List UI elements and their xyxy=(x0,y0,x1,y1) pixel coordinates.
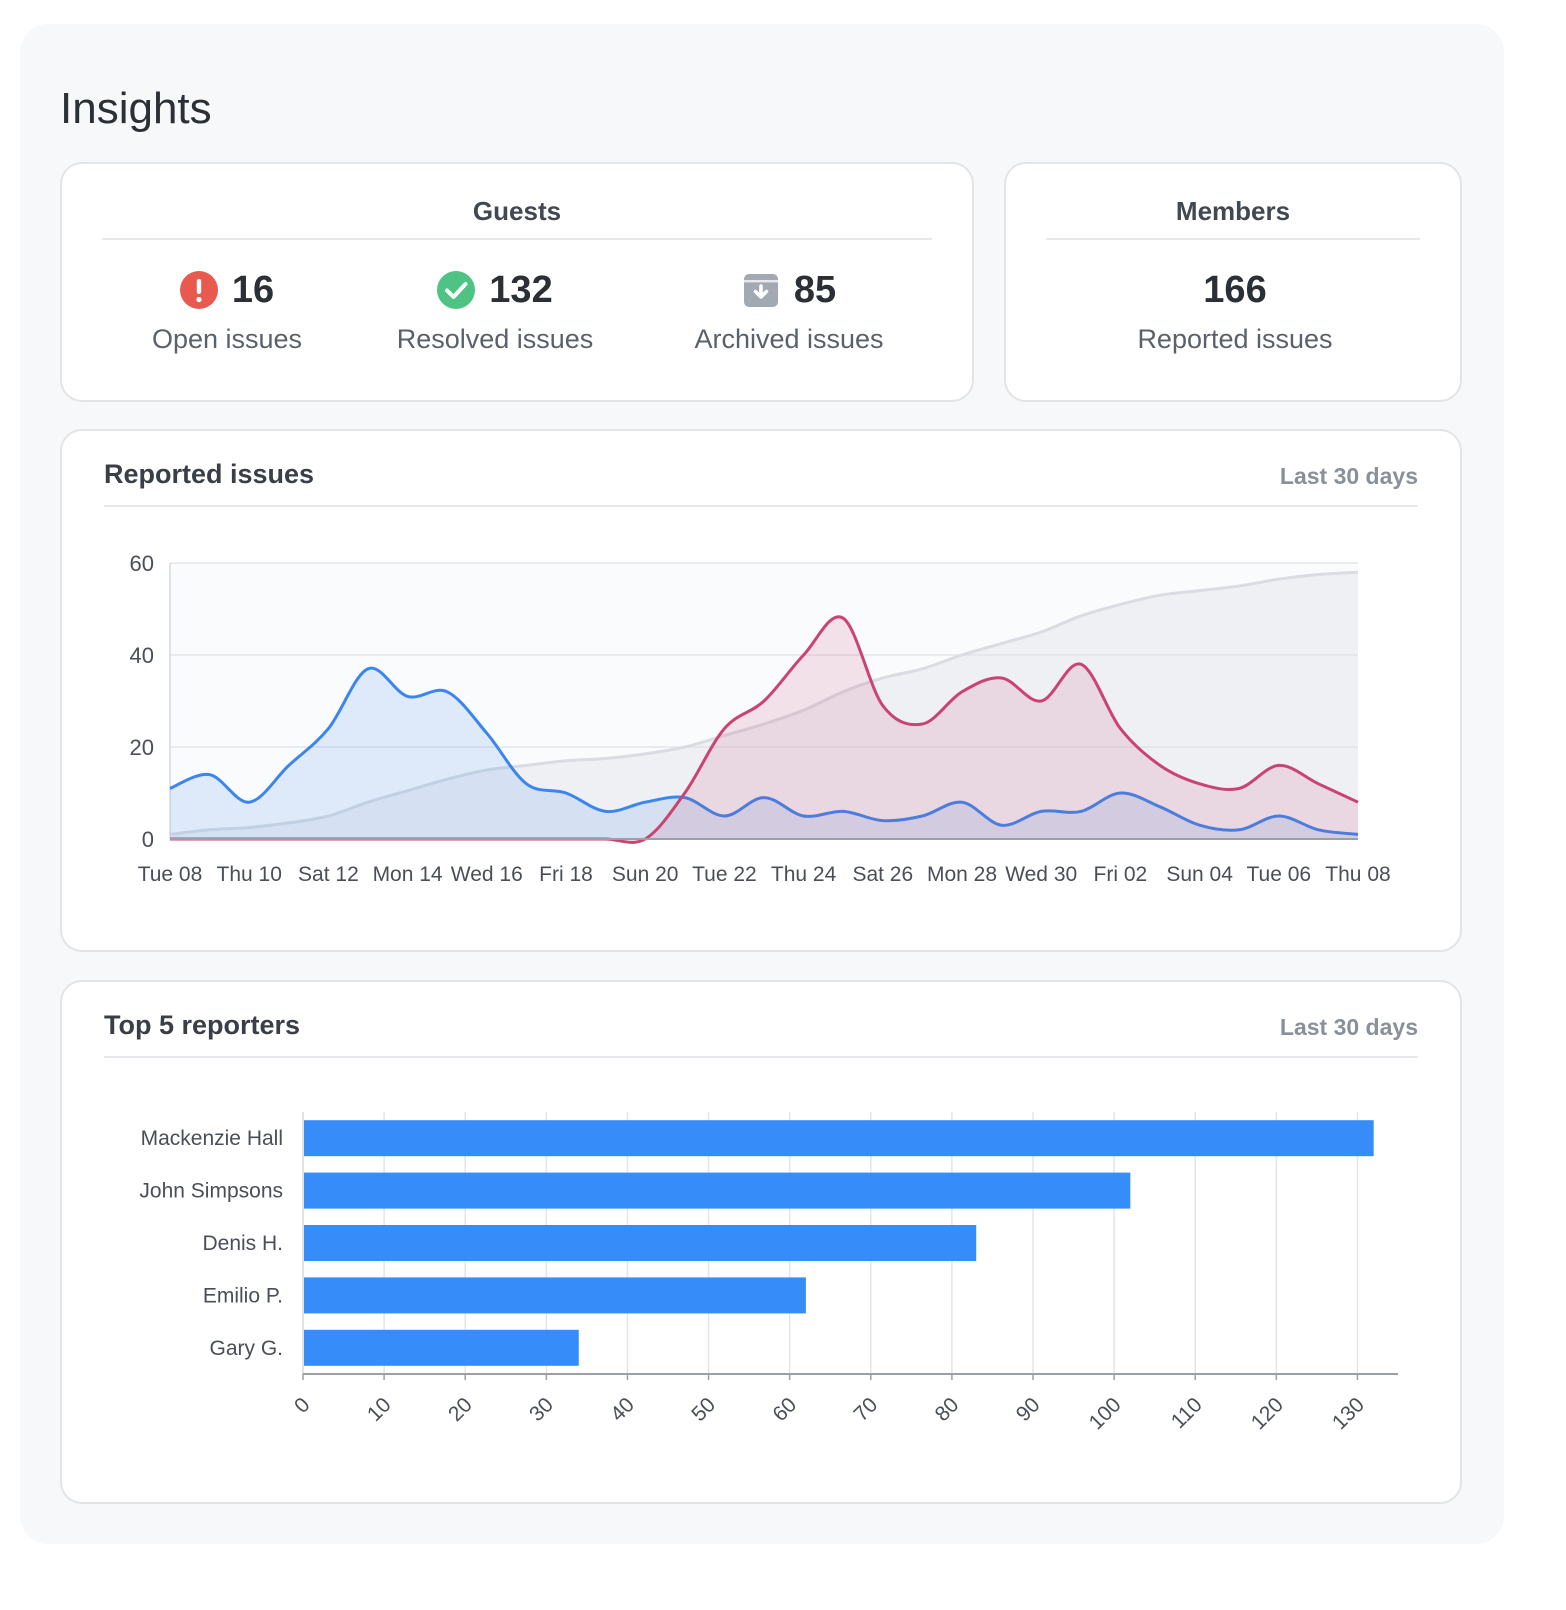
y-tick-label: 60 xyxy=(130,551,154,576)
bar xyxy=(304,1120,1374,1157)
x-tick-label: Tue 22 xyxy=(692,863,757,886)
x-tick-label: 40 xyxy=(606,1393,639,1426)
cumulative-line xyxy=(169,570,1359,836)
members-area xyxy=(170,616,1358,843)
x-tick-label: Thu 10 xyxy=(217,863,282,886)
x-tick-label: 0 xyxy=(290,1393,315,1418)
x-tick-label: Wed 16 xyxy=(451,863,523,886)
members-reported-value: 166 xyxy=(1203,268,1267,311)
top-reporters-header: Top 5 reporters Last 30 days xyxy=(104,1010,1418,1058)
x-tick-label: Thu 24 xyxy=(771,863,837,886)
x-tick-label: Mon 14 xyxy=(373,863,443,886)
open-issues-value: 16 xyxy=(231,268,275,311)
open-issues-label: Open issues xyxy=(151,324,303,354)
members-reported-stat[interactable]: 166 Reported issues xyxy=(1106,268,1364,355)
x-tick-label: 10 xyxy=(363,1393,396,1426)
reported-issues-card: Reported issues Last 30 days 0 20 40 60 Tue … xyxy=(60,429,1462,952)
top-reporters-title: Top 5 reporters xyxy=(104,1010,301,1040)
error-icon xyxy=(179,271,218,309)
archived-issues-label: Archived issues xyxy=(694,324,884,354)
category-label: Gary G. xyxy=(209,1337,283,1360)
top-reporters-range[interactable]: Last 30 days xyxy=(1279,1014,1418,1040)
y-tick-label: 20 xyxy=(130,735,154,760)
reported-issues-range[interactable]: Last 30 days xyxy=(1279,463,1418,489)
bar xyxy=(304,1225,977,1261)
x-tick-label: 100 xyxy=(1085,1393,1126,1434)
bar xyxy=(304,1277,806,1314)
bar xyxy=(304,1329,579,1366)
y-tick-label: 40 xyxy=(130,643,154,668)
x-tick-label: Sun 04 xyxy=(1166,863,1233,886)
reported-issues-title: Reported issues xyxy=(104,459,315,489)
top-reporters-chart: 0 10 20 30 40 50 60 70 80 90 100 110 120 130 Mackenzie… xyxy=(139,1112,1398,1434)
x-tick-label: Sat 12 xyxy=(298,863,359,886)
bar xyxy=(304,1172,1131,1209)
resolved-issues-label: Resolved issues xyxy=(396,324,594,354)
page-title: Insights xyxy=(60,84,212,133)
x-tick-label: Fri 18 xyxy=(539,863,593,886)
members-card: Members 166 Reported issues xyxy=(1004,162,1462,402)
archive-icon xyxy=(743,274,778,307)
category-label: Mackenzie Hall xyxy=(141,1127,283,1150)
category-label: John Simpsons xyxy=(139,1180,283,1203)
x-tick-label: 50 xyxy=(687,1393,720,1426)
x-tick-label: Sat 26 xyxy=(852,863,913,886)
x-tick-label: 30 xyxy=(525,1393,558,1426)
x-tick-label: Thu 08 xyxy=(1325,863,1390,886)
reported-issues-header: Reported issues Last 30 days xyxy=(104,459,1418,507)
members-title: Members xyxy=(1046,196,1420,240)
x-tick-label: 110 xyxy=(1167,1393,1207,1433)
resolved-issues-stat[interactable]: 132 Resolved issues xyxy=(380,268,610,355)
x-tick-label: Mon 28 xyxy=(927,863,997,886)
guests-line xyxy=(169,666,1359,836)
x-tick-label: 20 xyxy=(444,1393,477,1426)
archived-issues-value: 85 xyxy=(793,268,837,311)
x-tick-label: 80 xyxy=(931,1393,964,1426)
x-tick-label: 130 xyxy=(1328,1393,1369,1434)
category-label: Emilio P. xyxy=(203,1284,283,1307)
guests-card: Guests 16 Open issues 132 Resolved i xyxy=(60,162,974,402)
check-circle-icon xyxy=(437,271,476,309)
x-tick-label: 90 xyxy=(1012,1393,1045,1426)
insights-container: Insights Guests 16 Open issues 132 xyxy=(20,24,1504,1544)
x-tick-label: Wed 30 xyxy=(1005,863,1077,886)
top-reporters-card: Top 5 reporters Last 30 days 0 10 20 30 40 50… xyxy=(60,980,1462,1504)
open-issues-stat[interactable]: 16 Open issues xyxy=(132,268,322,355)
x-tick-label: Fri 02 xyxy=(1094,863,1148,886)
category-label: Denis H. xyxy=(202,1232,283,1255)
x-tick-label: 120 xyxy=(1247,1393,1288,1434)
x-tick-label: Sun 20 xyxy=(612,863,679,886)
members-reported-label: Reported issues xyxy=(1137,324,1333,354)
y-tick-label: 0 xyxy=(142,827,154,852)
guests-title: Guests xyxy=(102,196,932,240)
resolved-issues-value: 132 xyxy=(489,268,553,311)
archived-issues-stat[interactable]: 85 Archived issues xyxy=(674,268,904,355)
cumulative-area xyxy=(170,572,1358,839)
x-tick-label: Tue 06 xyxy=(1246,863,1311,886)
x-tick-label: Tue 08 xyxy=(138,863,203,886)
reported-issues-chart: 0 20 40 60 Tue 08 Thu 10 Sat 12 Mon 14 Wed 16 Fri… xyxy=(130,551,1391,886)
x-tick-label: 60 xyxy=(768,1393,801,1426)
x-tick-label: 70 xyxy=(850,1393,883,1426)
